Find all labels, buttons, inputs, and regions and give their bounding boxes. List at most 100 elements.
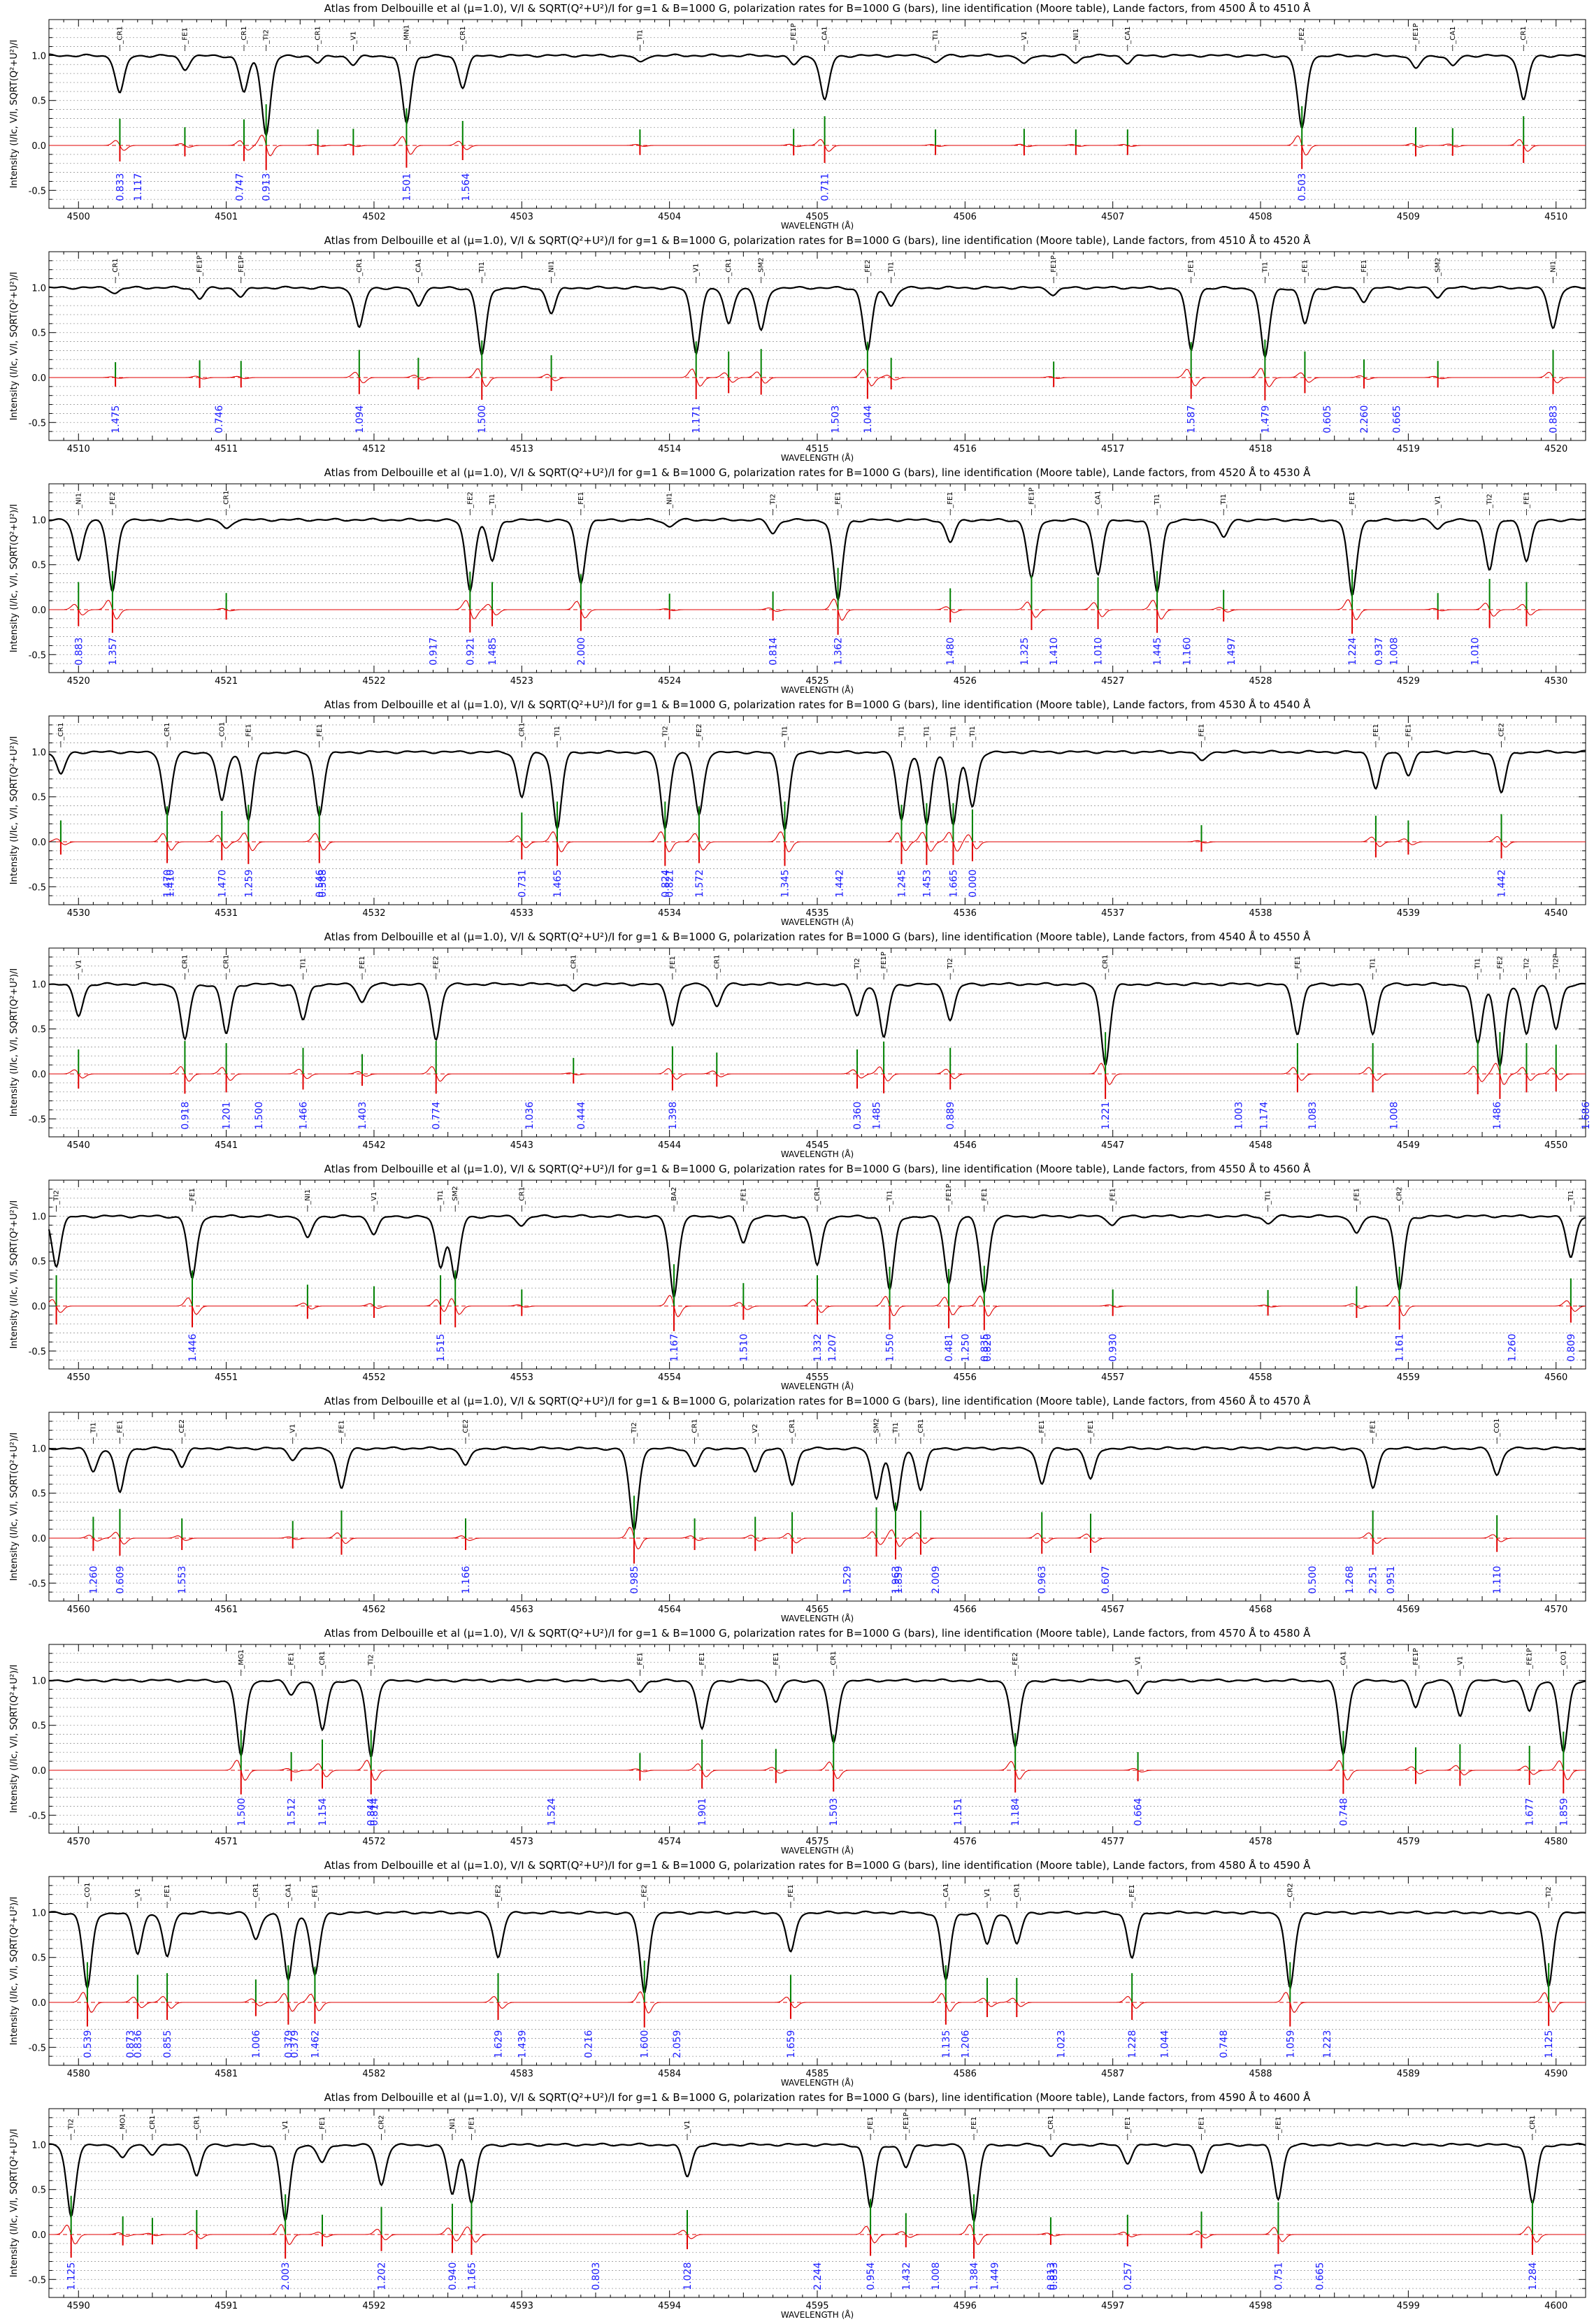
line-identification: _CR1 xyxy=(315,26,322,44)
x-tick-label: 4554 xyxy=(658,1372,681,1383)
line-identification: _FE1 xyxy=(981,1188,989,1205)
x-tick-label: 4512 xyxy=(362,444,385,454)
x-tick-label: 4540 xyxy=(67,1140,90,1151)
x-tick-label: 4594 xyxy=(658,2301,681,2311)
line-identification: _TI2P xyxy=(1553,954,1560,973)
line-identification: _FE1P xyxy=(1526,1648,1534,1669)
x-axis-label: WAVELENGTH (Å) xyxy=(781,2309,854,2320)
line-identification: _FE1 xyxy=(970,2116,978,2133)
x-tick-label: 4515 xyxy=(805,444,828,454)
lande-factor-label: 0.665 xyxy=(1391,406,1402,433)
x-tick-label: 4563 xyxy=(510,1605,533,1615)
line-identification: _FE1P xyxy=(1050,255,1058,276)
panel-title: Atlas from Delbouille et al (μ=1.0), V/I… xyxy=(324,466,1312,479)
y-tick-label: 1.0 xyxy=(31,1212,46,1222)
spectrum-panel: Atlas from Delbouille et al (μ=1.0), V/I… xyxy=(9,1394,1586,1623)
spectrum-panel: Atlas from Delbouille et al (μ=1.0), V/I… xyxy=(9,2090,1586,2320)
line-identification: _FE1 xyxy=(1360,259,1368,276)
line-identification: _CA1 xyxy=(1124,27,1132,45)
spectrum-panel: Atlas from Delbouille et al (μ=1.0), V/I… xyxy=(9,1162,1586,1391)
line-identification: _TI1 xyxy=(554,726,561,740)
lande-factor-label: 1.564 xyxy=(461,173,472,201)
lande-factor-label: 0.503 xyxy=(1297,173,1308,201)
line-identification: _TI1 xyxy=(886,1190,894,1205)
lande-factor-label: 1.465 xyxy=(552,870,563,898)
x-tick-label: 4541 xyxy=(215,1140,238,1151)
x-tick-label: 4550 xyxy=(67,1372,90,1383)
lande-factor-label: 0.605 xyxy=(1322,406,1333,433)
lande-factor-label: 1.008 xyxy=(1388,638,1400,666)
line-identification: _CR1 xyxy=(240,26,248,44)
line-identification: _TI2 xyxy=(1545,1886,1553,1901)
line-identification: _V1 xyxy=(1435,496,1442,509)
lande-factor-label: 0.809 xyxy=(1566,1334,1577,1362)
x-tick-label: 4513 xyxy=(510,444,533,454)
lande-factor-label: 0.836 xyxy=(133,2030,144,2058)
lande-factor-label: 0.824 xyxy=(660,870,671,898)
lande-factor-label: 0.917 xyxy=(429,638,440,666)
y-tick-label: 0.0 xyxy=(31,1070,46,1080)
line-identification: _FE1 xyxy=(245,724,252,740)
intensity-curve xyxy=(48,1910,1586,1993)
x-tick-label: 4597 xyxy=(1101,2301,1124,2311)
line-identification: _SM2 xyxy=(873,1418,881,1437)
y-tick-label: 0.0 xyxy=(31,838,46,848)
line-identification: _FE1 xyxy=(669,956,677,973)
line-identification: _TI1 xyxy=(888,261,896,276)
line-identification: _CR1 xyxy=(518,722,526,740)
panel-title: Atlas from Delbouille et al (μ=1.0), V/I… xyxy=(324,2090,1312,2104)
lande-factor-label: 1.059 xyxy=(1285,2030,1296,2058)
lande-factor-label: 1.345 xyxy=(780,870,791,898)
line-identification: _CR1 xyxy=(814,1186,821,1205)
lande-factor-label: 1.160 xyxy=(1182,638,1193,666)
line-identification: _CR1 xyxy=(789,1419,796,1437)
x-tick-label: 4580 xyxy=(67,2069,90,2079)
line-identification: _FE1 xyxy=(1038,1420,1046,1437)
lande-factor-label: 1.202 xyxy=(377,2262,388,2290)
line-identification: _CR1 xyxy=(691,1419,699,1437)
lande-factor-label: 0.748 xyxy=(1219,2030,1230,2058)
x-tick-label: 4572 xyxy=(362,1837,385,1847)
y-tick-label: 0.5 xyxy=(31,1025,46,1035)
x-tick-label: 4543 xyxy=(510,1140,533,1151)
lande-factor-label: 0.609 xyxy=(115,1566,126,1594)
panel-title: Atlas from Delbouille et al (μ=1.0), V/I… xyxy=(324,930,1312,943)
line-identification: _FE1 xyxy=(835,492,842,508)
x-tick-label: 4546 xyxy=(954,1140,977,1151)
line-identification: _CO1 xyxy=(1560,1650,1567,1669)
x-tick-label: 4589 xyxy=(1397,2069,1420,2079)
lande-factor-label: 0.379 xyxy=(289,2030,301,2058)
line-identification: _V1 xyxy=(984,1888,991,1902)
lande-factor-label: 1.171 xyxy=(691,406,703,433)
line-identification: _TI1 xyxy=(636,29,644,44)
lande-factor-label: 2.244 xyxy=(812,2262,824,2290)
x-tick-label: 4503 xyxy=(510,212,533,222)
line-identification: _NI1 xyxy=(449,2118,457,2134)
line-identification: _FE1 xyxy=(1275,2116,1282,2133)
line-identification: _MO1 xyxy=(120,2114,127,2134)
lande-factor-label: 1.486 xyxy=(1492,1102,1503,1130)
x-tick-label: 4573 xyxy=(510,1837,533,1847)
plot-frame xyxy=(48,1876,1586,2066)
x-tick-label: 4510 xyxy=(67,444,90,454)
x-tick-label: 4517 xyxy=(1101,444,1124,454)
lande-factor-label: 0.918 xyxy=(180,1102,191,1130)
x-tick-label: 4514 xyxy=(658,444,681,454)
lande-factor-label: 1.550 xyxy=(885,1334,896,1362)
line-identification: _CA1 xyxy=(942,1884,950,1902)
x-tick-label: 4519 xyxy=(1397,444,1420,454)
line-identification: _NI1 xyxy=(666,493,674,509)
line-identification: _FE1 xyxy=(181,27,189,44)
lande-factor-label: 1.166 xyxy=(461,1566,472,1594)
line-identification: _TI1 xyxy=(437,1190,445,1205)
x-tick-label: 4570 xyxy=(67,1837,90,1847)
lande-factor-label: 0.588 xyxy=(317,870,329,898)
y-tick-label: 0.0 xyxy=(31,141,46,152)
line-identification: _CA1 xyxy=(821,27,829,45)
lande-factor-label: 2.059 xyxy=(672,2030,683,2058)
lande-factor-label: 0.813 xyxy=(1046,2262,1057,2290)
x-tick-label: 4549 xyxy=(1397,1140,1420,1151)
lande-factor-label: 0.444 xyxy=(576,1102,587,1130)
y-tick-label: -0.5 xyxy=(29,650,46,661)
lande-factor-label: 0.930 xyxy=(1108,1334,1119,1362)
